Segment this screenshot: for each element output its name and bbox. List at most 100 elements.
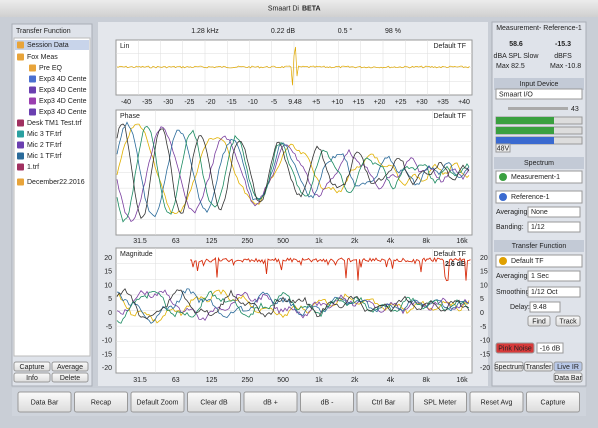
button[interactable]	[524, 361, 553, 372]
button[interactable]	[300, 391, 354, 413]
button-label[interactable]: Track	[559, 318, 577, 325]
x-tick-label: 125	[206, 377, 218, 384]
button-label[interactable]: Live IR	[557, 364, 579, 371]
button-label[interactable]: Delete	[60, 375, 80, 382]
tree-item[interactable]: Exp3 4D Cente	[39, 98, 87, 105]
button[interactable]	[356, 391, 411, 413]
button[interactable]	[51, 372, 89, 383]
y-tick-label: 0	[480, 310, 484, 317]
dropdown-value[interactable]: 1/12	[531, 224, 545, 231]
panel-title: Transfer Function	[16, 28, 71, 35]
button[interactable]	[187, 391, 241, 413]
tree-item[interactable]: Mic 2 TF.trf	[27, 142, 62, 149]
gain-slider[interactable]	[508, 107, 568, 110]
button-label[interactable]: Data Bar	[31, 399, 59, 406]
tree-item[interactable]: Pre EQ	[39, 65, 63, 72]
y-tick-label: 20	[104, 255, 112, 262]
tree-item[interactable]: Mic 1 TF.trf	[27, 153, 62, 160]
dbfs-value: -15.3	[555, 41, 571, 48]
delay-value[interactable]: 9.48	[533, 304, 547, 311]
plot-label: Lin	[120, 43, 129, 50]
button-label[interactable]: Average	[57, 364, 83, 371]
dropdown[interactable]	[527, 270, 581, 282]
button[interactable]	[527, 315, 551, 327]
x-tick-label: 1k	[315, 238, 323, 245]
dropdown[interactable]	[495, 88, 583, 100]
button[interactable]	[130, 391, 185, 413]
tree-item[interactable]: Session Data	[27, 42, 69, 49]
dropdown-value[interactable]: 1/12 Oct	[531, 289, 558, 296]
level-field[interactable]	[536, 342, 564, 354]
dropdown[interactable]	[527, 206, 581, 218]
dropdown-value[interactable]: Smaart I/O	[499, 91, 533, 98]
button[interactable]	[526, 391, 580, 413]
tree-item[interactable]: Exp3 4D Cente	[39, 87, 87, 94]
tree-item[interactable]: Exp3 4D Cente	[39, 76, 87, 83]
button[interactable]	[74, 391, 128, 413]
button-label[interactable]: SPL Meter	[424, 399, 457, 406]
button[interactable]	[553, 372, 583, 383]
dropdown[interactable]	[495, 190, 583, 204]
meter-max: Max -10.8	[550, 63, 581, 70]
button-label[interactable]: Ctrl Bar	[372, 399, 396, 406]
button-label[interactable]: Clear dB	[200, 399, 228, 406]
y-tick-label: -15	[102, 351, 112, 358]
dropdown[interactable]	[495, 254, 583, 268]
right-panel	[491, 21, 587, 387]
readout: 98 %	[385, 28, 401, 35]
plot-trace: Default TF	[433, 43, 466, 50]
button-label[interactable]: Spectrum	[494, 364, 524, 371]
dropdown-value[interactable]: Measurement-1	[511, 174, 560, 181]
section-header	[494, 240, 584, 252]
button[interactable]	[13, 372, 51, 383]
button-label[interactable]: Recap	[91, 399, 111, 406]
y-tick-label: -20	[480, 365, 490, 372]
dropdown[interactable]	[527, 221, 581, 233]
delay-field[interactable]	[529, 301, 561, 313]
button-label[interactable]: Find	[532, 318, 546, 325]
dropdown-value[interactable]: 1 Sec	[531, 273, 549, 280]
button[interactable]	[553, 361, 583, 372]
button[interactable]	[17, 391, 72, 413]
dropdown-value[interactable]: Default TF	[511, 258, 544, 265]
y-tick-label: -10	[102, 338, 112, 345]
tree-icon	[29, 64, 36, 72]
button-label[interactable]: Capture	[541, 399, 566, 406]
tree-item[interactable]: Desk TM1 Test.trf	[27, 120, 82, 127]
button-label[interactable]: Info	[26, 375, 38, 382]
dropdown-value[interactable]: None	[531, 209, 548, 216]
button[interactable]	[495, 342, 535, 354]
phantom-button[interactable]	[495, 143, 511, 153]
tree-item[interactable]: Mic 3 TF.trf	[27, 131, 62, 138]
button-label[interactable]: Pink Noise	[498, 345, 532, 352]
tree-item[interactable]: December22.2016	[27, 179, 85, 186]
coherence-trace	[189, 256, 471, 282]
x-tick-label: -30	[163, 99, 173, 106]
button-label[interactable]: dB +	[263, 399, 278, 406]
button[interactable]	[243, 391, 298, 413]
color-dot	[499, 257, 507, 265]
tree-item[interactable]: 1.trf	[27, 164, 39, 171]
button-label[interactable]: Capture	[20, 364, 45, 371]
section-header	[494, 78, 584, 90]
button[interactable]	[469, 391, 524, 413]
button-label[interactable]: Reset Avg	[481, 399, 513, 406]
x-tick-label: 125	[206, 238, 218, 245]
button-label[interactable]: Data Bar	[554, 375, 582, 382]
tree-item[interactable]: Fox Meas	[27, 54, 58, 61]
button[interactable]	[555, 315, 581, 327]
x-tick-label: 8k	[423, 377, 431, 384]
button-label[interactable]: dB -	[321, 399, 335, 406]
button[interactable]	[13, 361, 51, 372]
button-label[interactable]: Transfer	[526, 364, 552, 371]
dropdown[interactable]	[527, 286, 581, 298]
button-label[interactable]: Default Zoom	[136, 399, 178, 406]
button[interactable]	[51, 361, 89, 372]
tree-item[interactable]: Exp3 4D Cente	[39, 109, 87, 116]
button[interactable]	[494, 361, 524, 372]
tree-icon	[29, 86, 36, 94]
dropdown[interactable]	[495, 170, 583, 184]
field-label: Averaging:	[496, 273, 529, 280]
dropdown-value[interactable]: Reference-1	[511, 194, 550, 201]
button[interactable]	[413, 391, 467, 413]
